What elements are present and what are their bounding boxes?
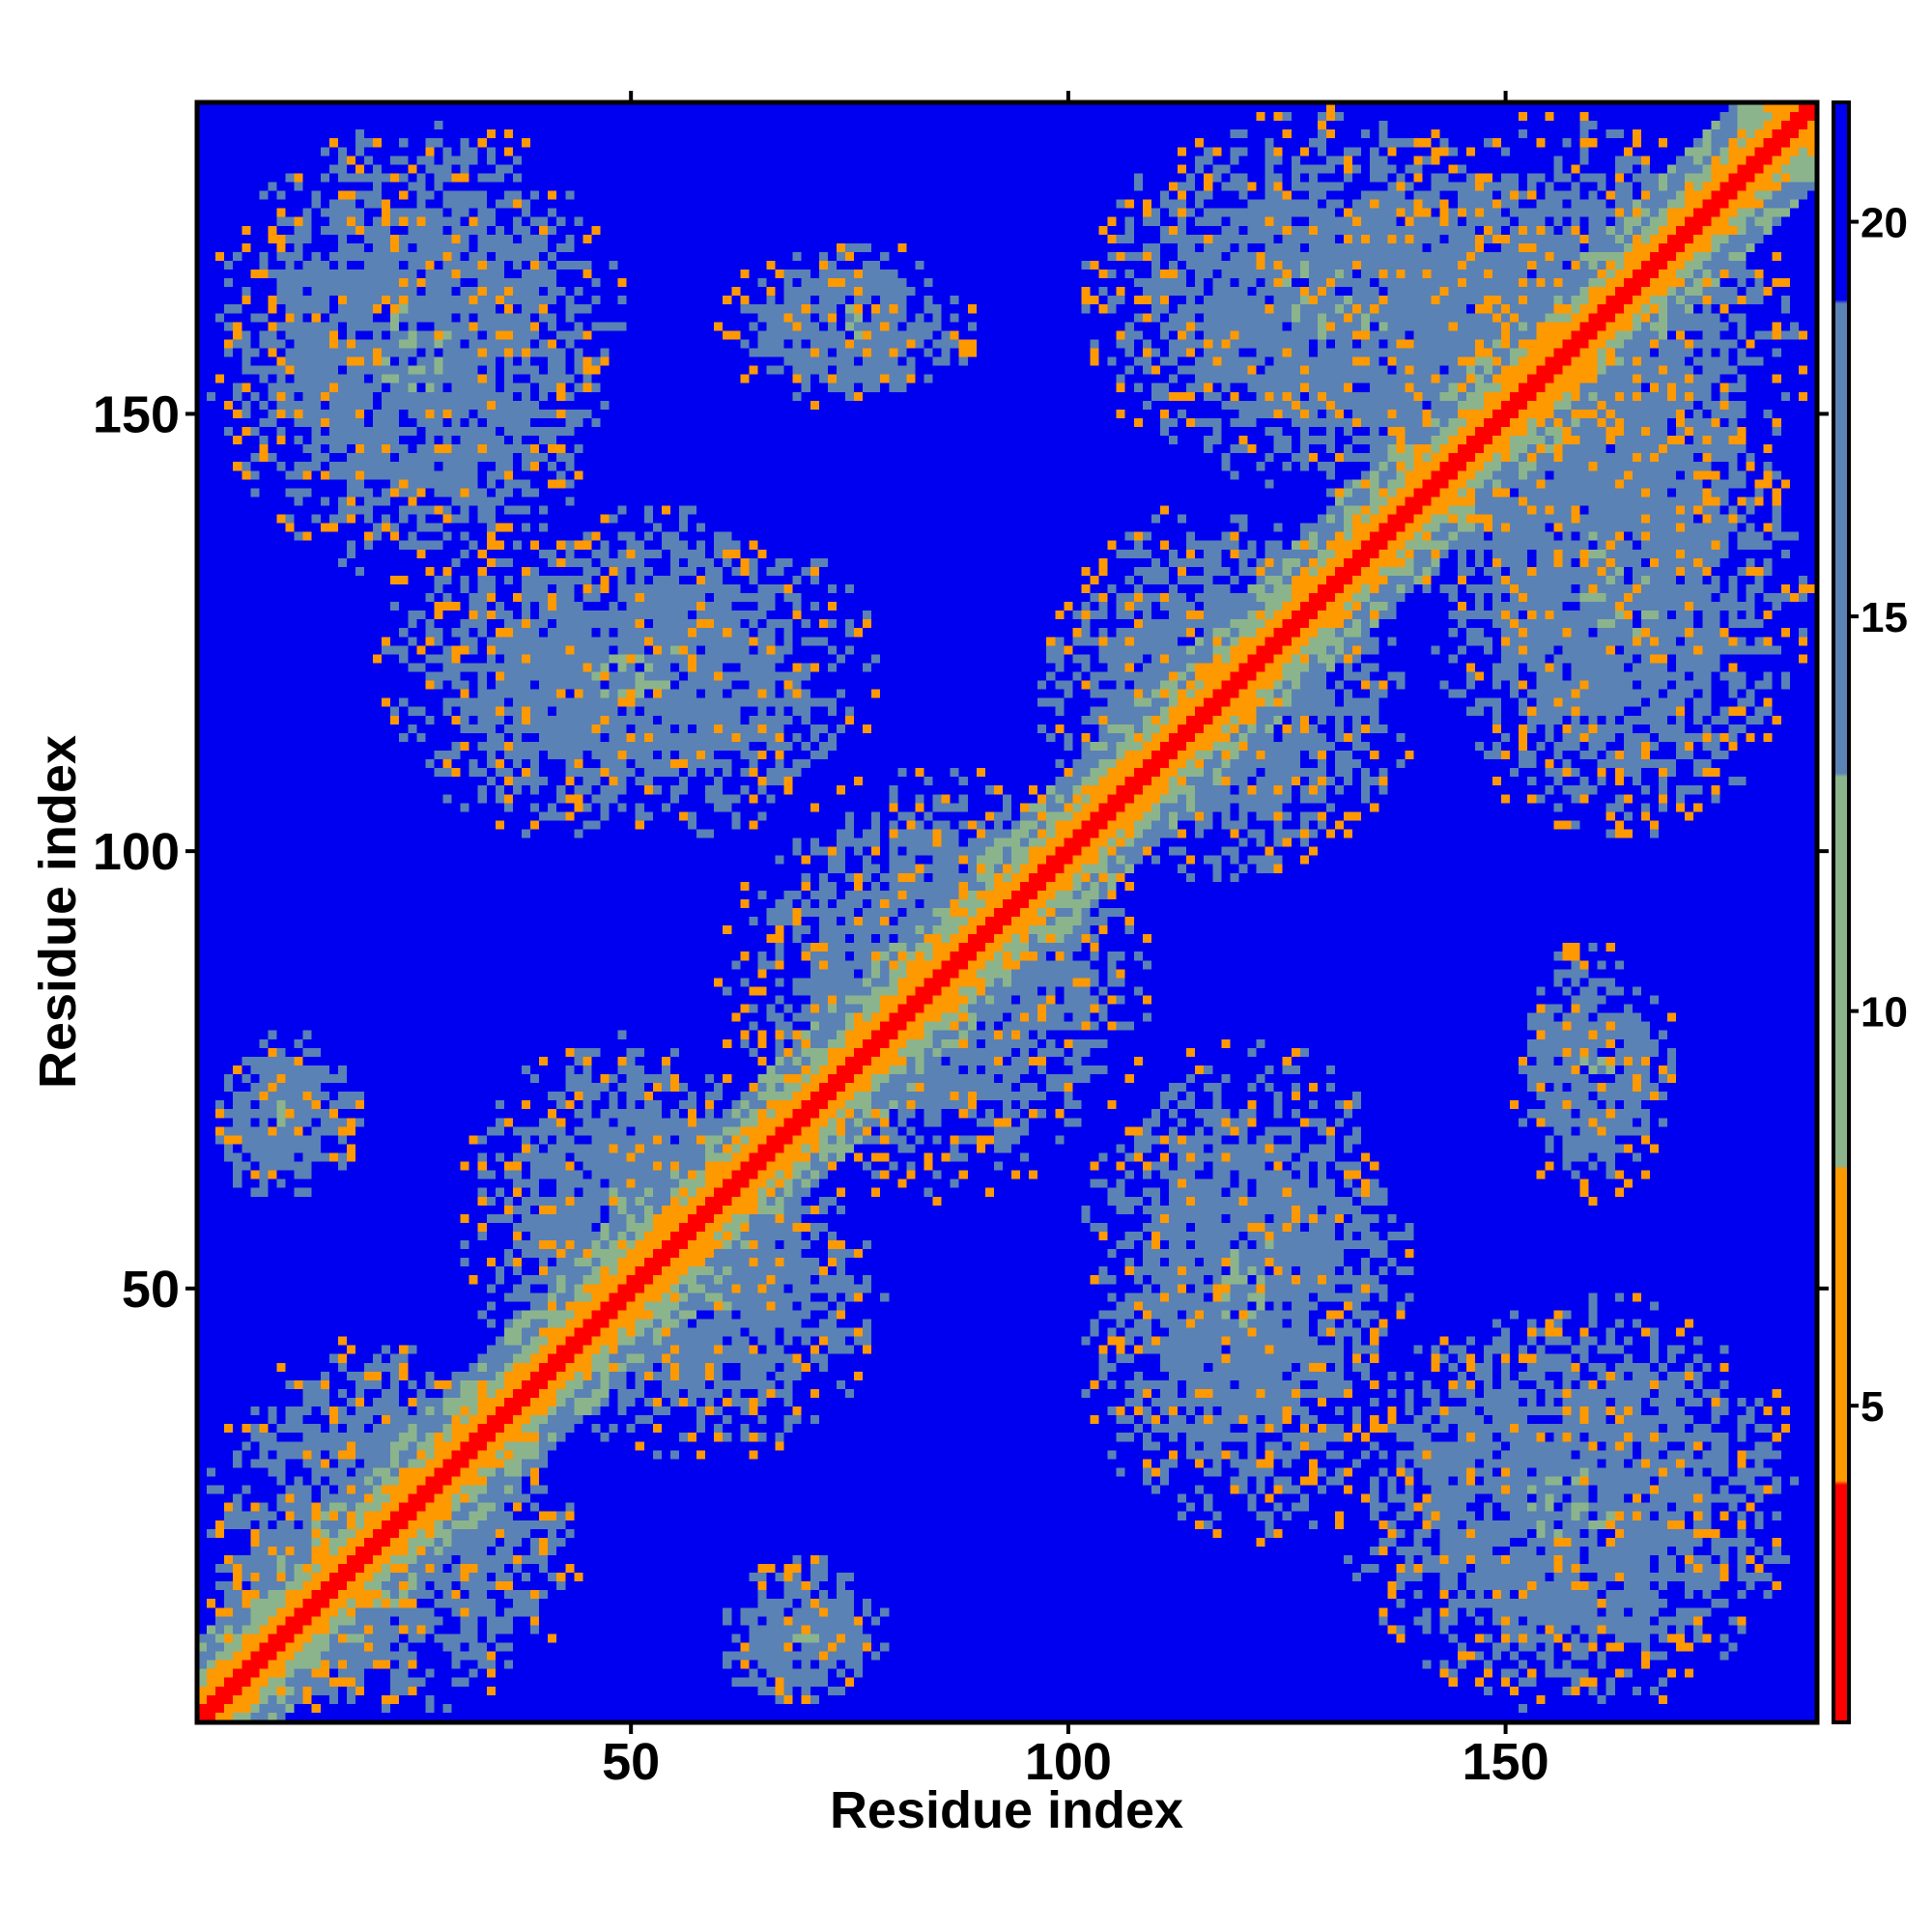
y-tick-label: 100: [93, 823, 180, 881]
x-axis-ticks: 50 100 150: [602, 91, 1549, 1791]
colorbar-tick-label: 15: [1861, 594, 1908, 641]
colorbar-ticks: 5 10 15 20: [1849, 200, 1908, 1431]
colorbar-tick-label: 10: [1861, 989, 1908, 1037]
y-tick-label: 150: [93, 385, 180, 443]
x-tick-label: 150: [1463, 1733, 1549, 1791]
y-axis-title: Residue index: [29, 735, 87, 1089]
colorbar-tick-label: 20: [1861, 200, 1908, 247]
colorbar-tick-label: 5: [1861, 1383, 1884, 1431]
heatmap: [198, 103, 1816, 1721]
x-tick-label: 50: [602, 1733, 660, 1791]
colorbar-frame: [1832, 100, 1851, 1724]
y-tick-label: 50: [122, 1261, 180, 1319]
x-tick-label: 100: [1025, 1733, 1112, 1791]
y-axis-ticks: 50 100 150: [93, 385, 1829, 1319]
colorbar: [1835, 103, 1847, 1721]
plot-frame: [194, 99, 1820, 1725]
x-axis-title: Residue index: [830, 1781, 1183, 1839]
